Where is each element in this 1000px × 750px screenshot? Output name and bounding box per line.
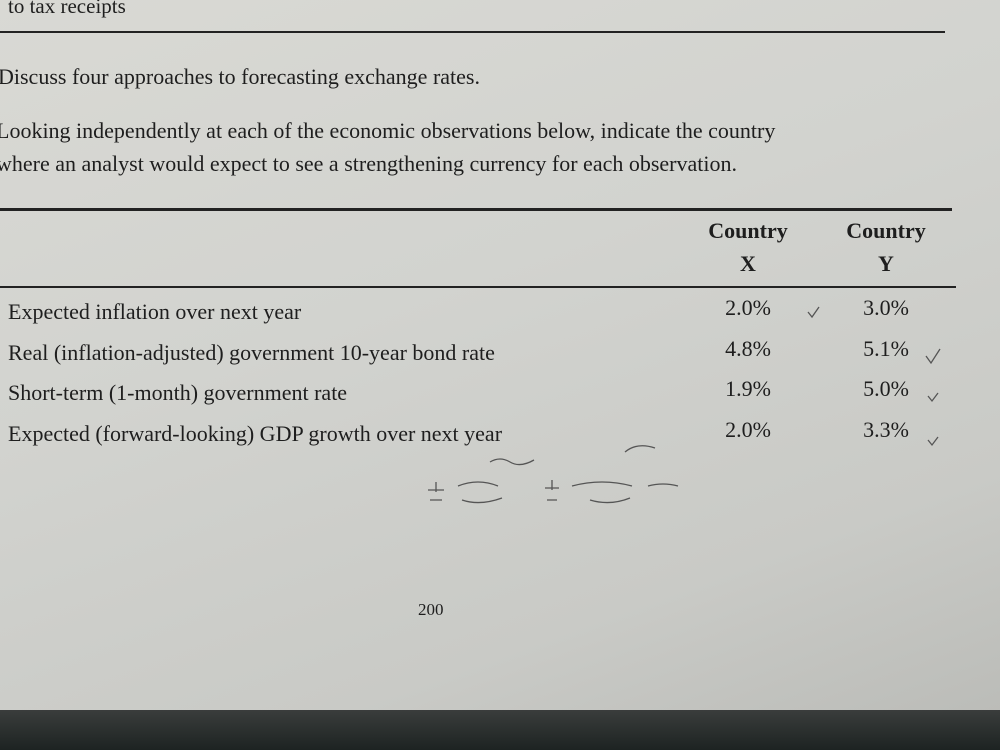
cell-value: 4.8% (725, 335, 771, 361)
running-text: to tax receipts (8, 0, 126, 18)
question: Looking independently at each of the eco… (0, 118, 776, 143)
column-header: Country (708, 218, 788, 243)
column-header: Y (878, 251, 894, 276)
row-label: Expected (forward-looking) GDP growth ov… (8, 420, 503, 446)
column-header: Country (846, 218, 926, 243)
cell-value: 5.1% (863, 335, 909, 361)
row-label: Real (inflation-adjusted) government 10-… (8, 339, 495, 365)
question: where an analyst would expect to see a s… (0, 151, 737, 176)
cell-value: 3.0% (863, 295, 909, 320)
cell-value: 5.0% (863, 376, 909, 401)
page-number: 200 (418, 600, 444, 619)
row-label: Short-term (1-month) government rate (8, 380, 348, 405)
rule (0, 31, 945, 33)
table-rule (0, 208, 952, 211)
page-edge (0, 710, 1000, 750)
cell-value: 2.0% (725, 416, 771, 442)
row-label: Expected inflation over next year (8, 299, 302, 324)
cell-value: 2.0% (725, 295, 771, 320)
cell-value: 1.9% (725, 376, 771, 401)
table-rule (0, 286, 956, 288)
question: Discuss four approaches to forecasting e… (0, 64, 480, 89)
column-header: X (740, 251, 756, 276)
cell-value: 3.3% (863, 416, 909, 442)
